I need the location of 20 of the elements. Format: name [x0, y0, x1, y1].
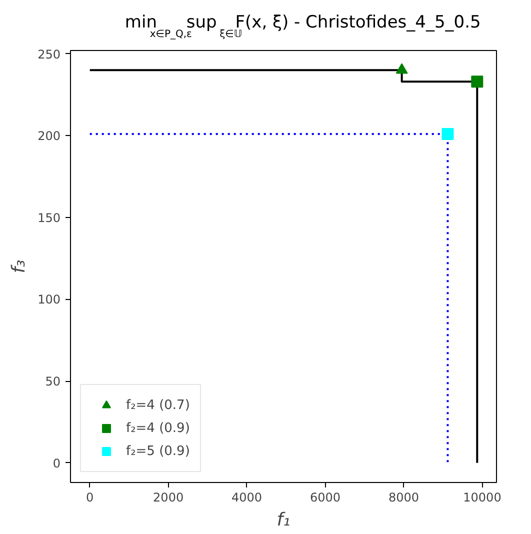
- legend-label: f₂=5 (0.9): [126, 444, 190, 458]
- x-tick-label: 2000: [153, 490, 184, 504]
- y-tick-label: 50: [45, 374, 61, 389]
- y-tick-label: 150: [38, 210, 60, 225]
- legend-label: f₂=4 (0.9): [126, 420, 190, 436]
- y-tick-label: 250: [38, 47, 60, 62]
- y-tick-label: 100: [38, 292, 60, 307]
- x-tick-label: 10000: [463, 490, 502, 504]
- x-tick-label: 4000: [232, 490, 262, 504]
- x-tick-label: 8000: [388, 490, 420, 504]
- x-tick-label: 0: [86, 490, 94, 504]
- x-tick-label: 6000: [310, 490, 341, 504]
- point: [396, 63, 408, 74]
- point: [442, 128, 454, 140]
- y-tick-label: 200: [38, 129, 60, 144]
- y-tick-label: 0: [52, 456, 61, 470]
- legend-label: f₂=4 (0.7): [126, 398, 190, 412]
- x-axis-title: f₁: [276, 510, 290, 530]
- point: [471, 76, 484, 88]
- y-axis-title: f₃: [8, 260, 30, 274]
